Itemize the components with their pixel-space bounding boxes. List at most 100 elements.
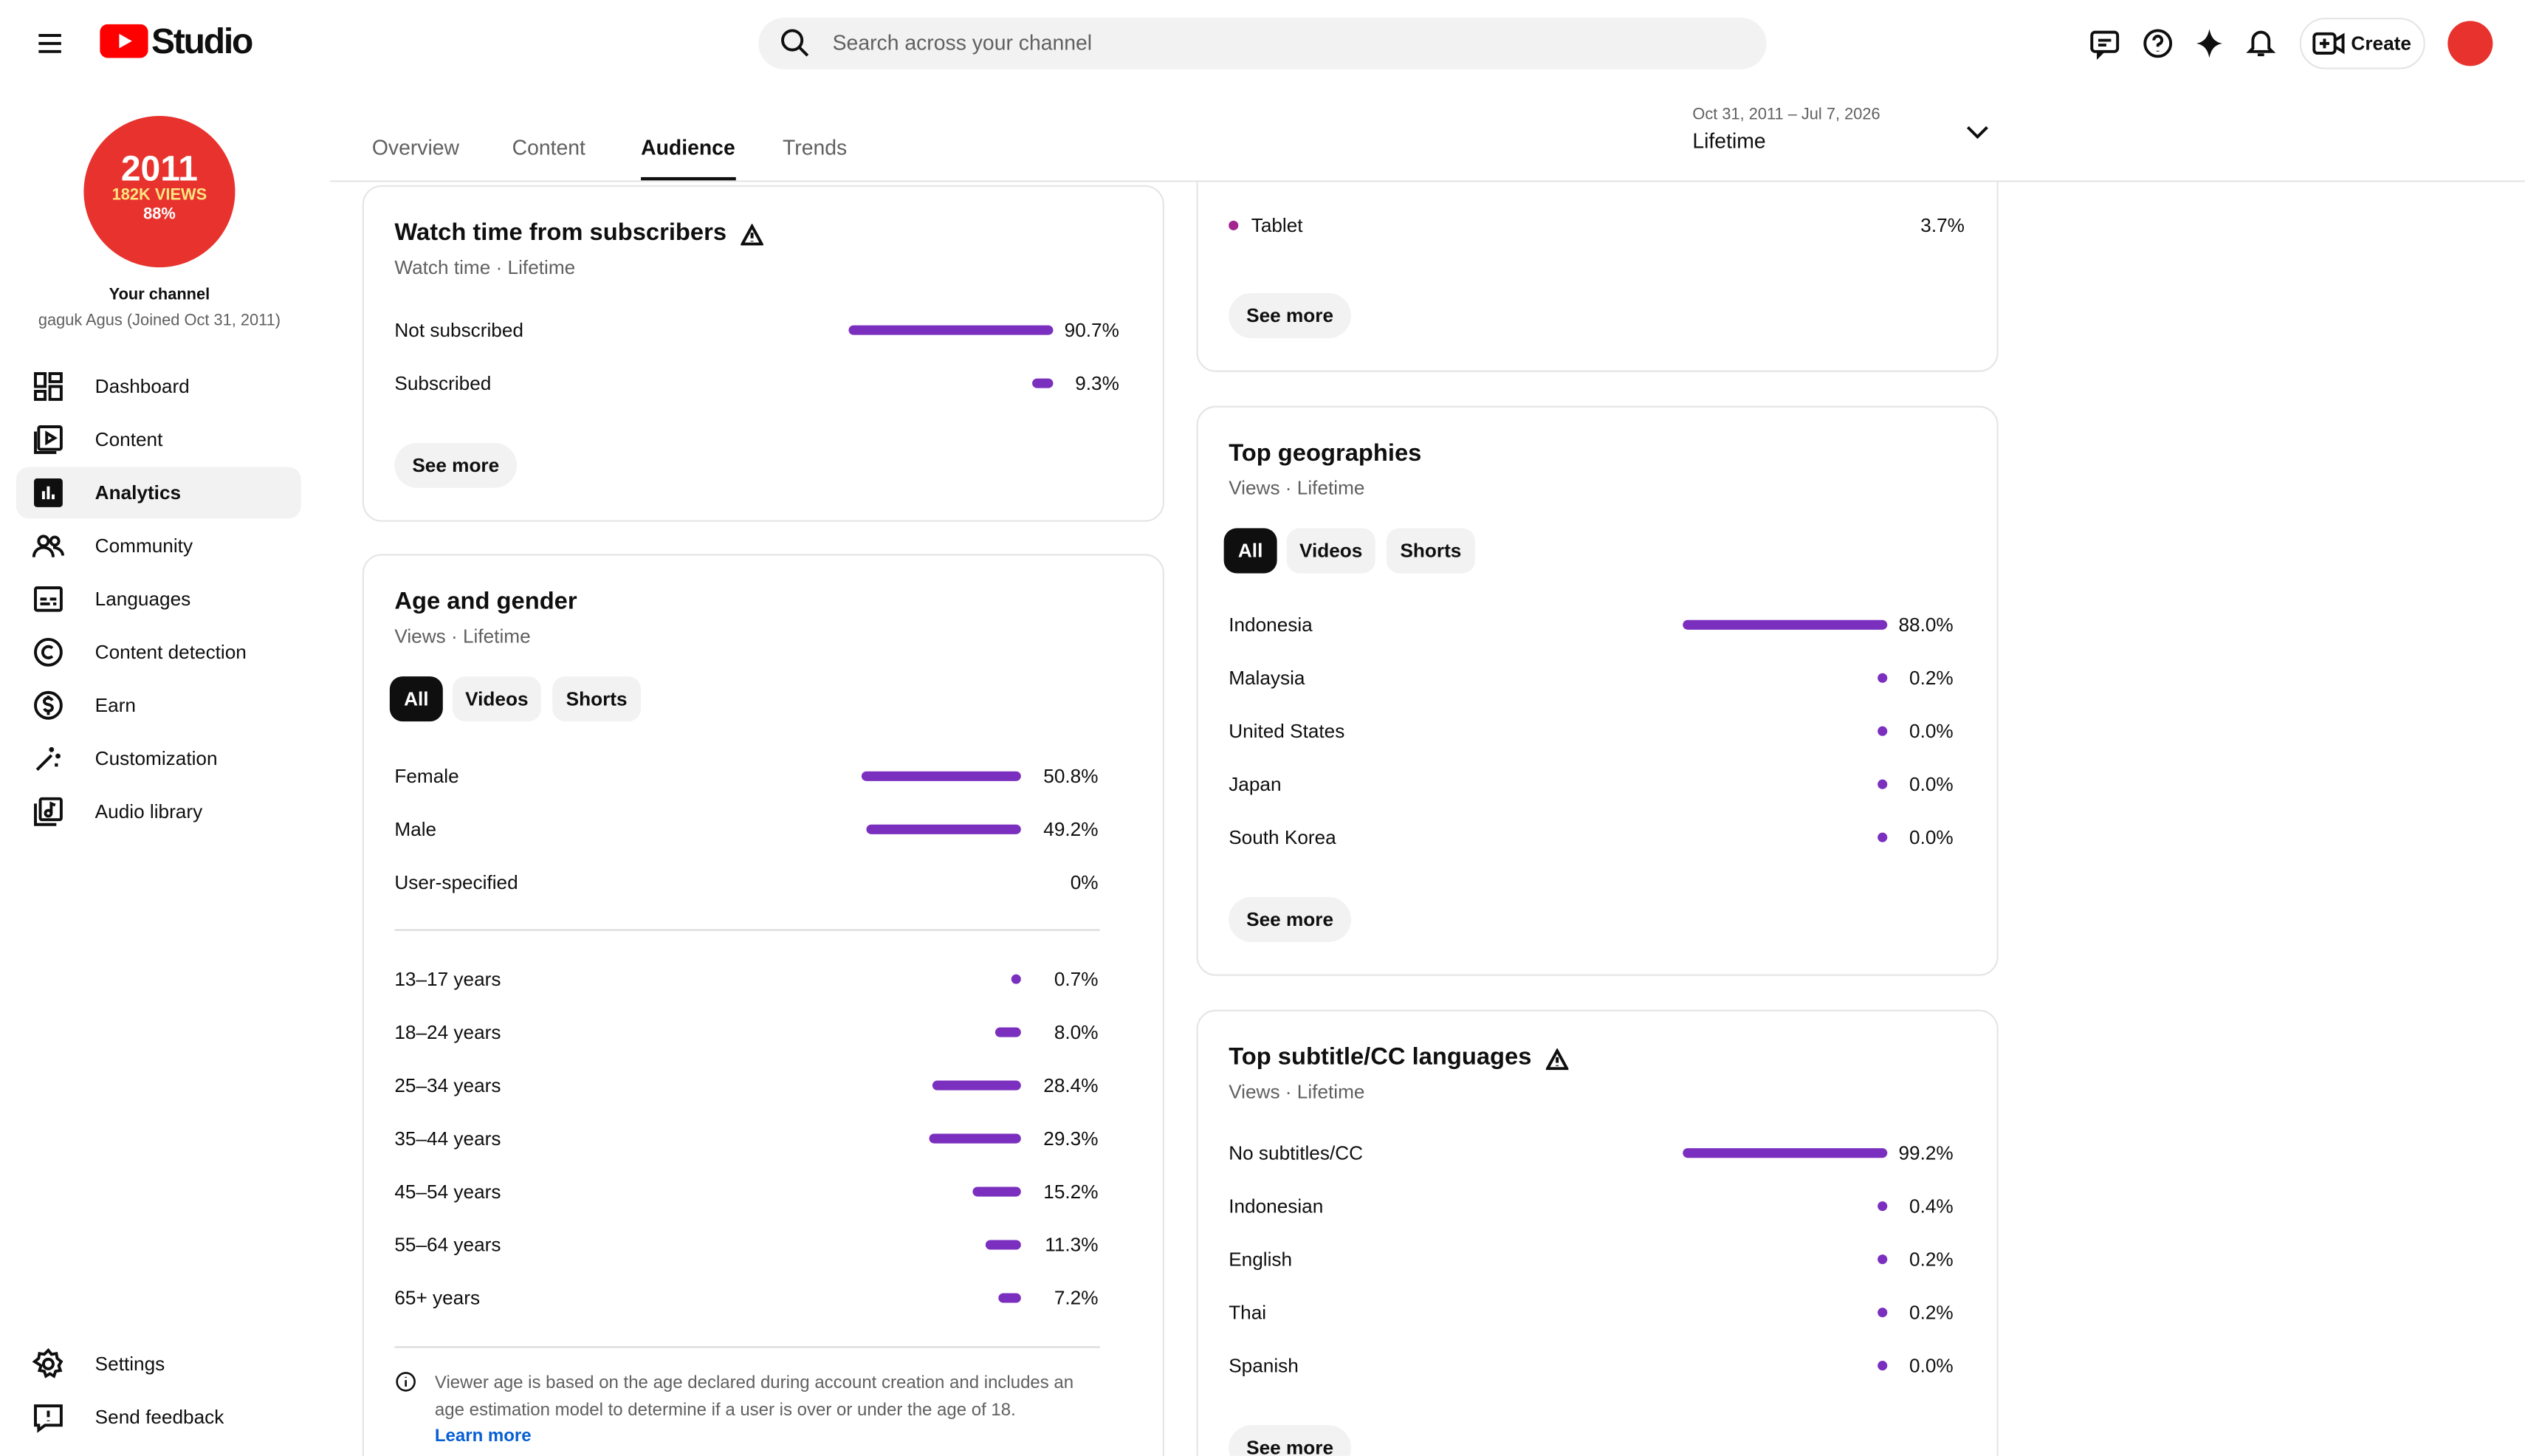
see-more-button[interactable]: See more xyxy=(1229,1425,1351,1456)
see-more-button[interactable]: See more xyxy=(394,442,518,488)
menu-button[interactable] xyxy=(34,27,66,60)
nav-icon xyxy=(34,372,63,401)
learn-more-link[interactable]: Learn more xyxy=(434,1426,532,1446)
nav-icon xyxy=(32,1347,63,1378)
date-range[interactable]: Oct 31, 2011 – Jul 7, 2026 xyxy=(1692,106,1880,124)
feedback-icon[interactable] xyxy=(2089,27,2121,60)
row-value: 0.0% xyxy=(1909,772,1954,796)
age-note: Viewer age is based on the age declared … xyxy=(434,1373,1074,1420)
nav-icon xyxy=(34,637,63,667)
value-bar xyxy=(866,824,1021,834)
row-value: 28.4% xyxy=(1043,1074,1099,1097)
row-label: Indonesian xyxy=(1229,1195,1324,1218)
logo-text[interactable]: Studio xyxy=(151,21,253,61)
card-title: Watch time from subscribers xyxy=(394,219,727,247)
logo-icon[interactable] xyxy=(100,24,148,58)
nav-icon xyxy=(35,747,61,771)
card-subtitle: Views · Lifetime xyxy=(1229,1080,1365,1104)
avatar-percent: 88% xyxy=(143,206,176,224)
nav-item[interactable]: Community xyxy=(95,535,193,557)
row-label: 65+ years xyxy=(394,1286,481,1310)
nav-icon xyxy=(34,586,63,612)
tab[interactable]: Overview xyxy=(371,135,460,159)
filter-chip[interactable]: All xyxy=(1223,528,1277,574)
channel-avatar[interactable]: 2011 182K VIEWS 88% xyxy=(83,116,236,268)
nav-item[interactable]: Audio library xyxy=(95,800,203,823)
nav-item[interactable]: Dashboard xyxy=(95,375,190,398)
tab[interactable]: Trends xyxy=(783,135,848,159)
row-label: Japan xyxy=(1229,772,1282,796)
row-label: 13–17 years xyxy=(394,967,501,991)
row-label: No subtitles/CC xyxy=(1229,1141,1364,1164)
tab-underline xyxy=(641,176,735,181)
row-value: 0.2% xyxy=(1909,666,1954,690)
tab[interactable]: Content xyxy=(512,135,585,159)
filter-chip[interactable]: Videos xyxy=(1286,528,1375,574)
value-bar xyxy=(1878,1308,1888,1318)
row-value: 0% xyxy=(1070,870,1099,894)
row-label: Malaysia xyxy=(1229,666,1305,690)
row-label: United States xyxy=(1229,719,1345,743)
search-box[interactable] xyxy=(758,17,1767,69)
value-bar xyxy=(1032,378,1054,388)
nav-item[interactable]: Settings xyxy=(95,1353,165,1376)
value-bar xyxy=(1683,619,1888,630)
filter-chip[interactable]: All xyxy=(389,676,443,722)
row-label: 25–34 years xyxy=(394,1074,501,1097)
ai-icon[interactable] xyxy=(2194,27,2226,60)
see-more-button[interactable]: See more xyxy=(1229,292,1351,339)
row-value: 0.0% xyxy=(1909,825,1954,849)
row-value: 0.4% xyxy=(1909,1195,1954,1218)
filter-chip[interactable]: Shorts xyxy=(552,676,642,722)
value-bar xyxy=(1878,1361,1888,1371)
date-period[interactable]: Lifetime xyxy=(1692,128,1766,154)
account-avatar[interactable] xyxy=(2447,21,2493,66)
warning-icon xyxy=(741,224,764,246)
help-icon[interactable] xyxy=(2142,27,2174,60)
nav-item[interactable]: Content detection xyxy=(95,641,247,664)
analytics-card: Watch time from subscribers Watch time · … xyxy=(362,185,1164,522)
row-label: Indonesia xyxy=(1229,614,1313,636)
channel-name: gaguk Agus (Joined Oct 31, 2011) xyxy=(38,312,281,331)
row-label: 55–64 years xyxy=(394,1233,501,1257)
row-value: 49.2% xyxy=(1043,818,1099,841)
analytics-card: Top geographies Views · Lifetime All Videos… xyxy=(1196,405,1999,976)
date-dropdown[interactable] xyxy=(1965,123,1990,142)
tab[interactable]: Audience xyxy=(641,135,735,159)
row-value: 0.0% xyxy=(1909,1354,1954,1377)
create-label: Create xyxy=(2351,32,2411,55)
filter-chip[interactable]: Shorts xyxy=(1386,528,1475,574)
row-label: Tablet xyxy=(1251,214,1303,237)
row-label: South Korea xyxy=(1229,825,1336,849)
nav-item[interactable]: Languages xyxy=(95,588,191,611)
value-bar xyxy=(1011,974,1021,984)
row-label: 35–44 years xyxy=(394,1127,501,1150)
nav-item[interactable]: Customization xyxy=(95,747,218,770)
row-label: 18–24 years xyxy=(394,1020,501,1044)
see-more-button[interactable]: See more xyxy=(1229,896,1351,942)
value-bar xyxy=(1878,1201,1888,1212)
row-label: Not subscribed xyxy=(394,318,523,342)
notifications-icon[interactable] xyxy=(2244,26,2277,58)
filter-chip[interactable]: Videos xyxy=(452,676,541,722)
nav-item[interactable]: Send feedback xyxy=(95,1406,224,1429)
value-bar xyxy=(1878,726,1888,736)
nav-item[interactable]: Earn xyxy=(95,694,136,717)
avatar-views: 182K VIEWS xyxy=(111,187,207,205)
row-label: Male xyxy=(394,818,437,841)
value-bar xyxy=(929,1133,1021,1144)
card-title: Age and gender xyxy=(394,588,577,616)
row-value: 7.2% xyxy=(1054,1286,1099,1310)
nav-item[interactable]: Content xyxy=(95,428,163,451)
card-subtitle: Views · Lifetime xyxy=(1229,476,1365,500)
section-divider xyxy=(394,929,1100,931)
create-button[interactable] xyxy=(2299,17,2425,69)
channel-label: Your channel xyxy=(109,286,210,305)
analytics-card: Top subtitle/CC languages Views · Lifetim… xyxy=(1196,1009,1999,1456)
value-bar xyxy=(1878,832,1888,842)
value-bar xyxy=(973,1187,1021,1197)
value-bar xyxy=(985,1240,1021,1250)
nav-item[interactable]: Analytics xyxy=(95,481,182,504)
value-bar xyxy=(932,1080,1021,1091)
